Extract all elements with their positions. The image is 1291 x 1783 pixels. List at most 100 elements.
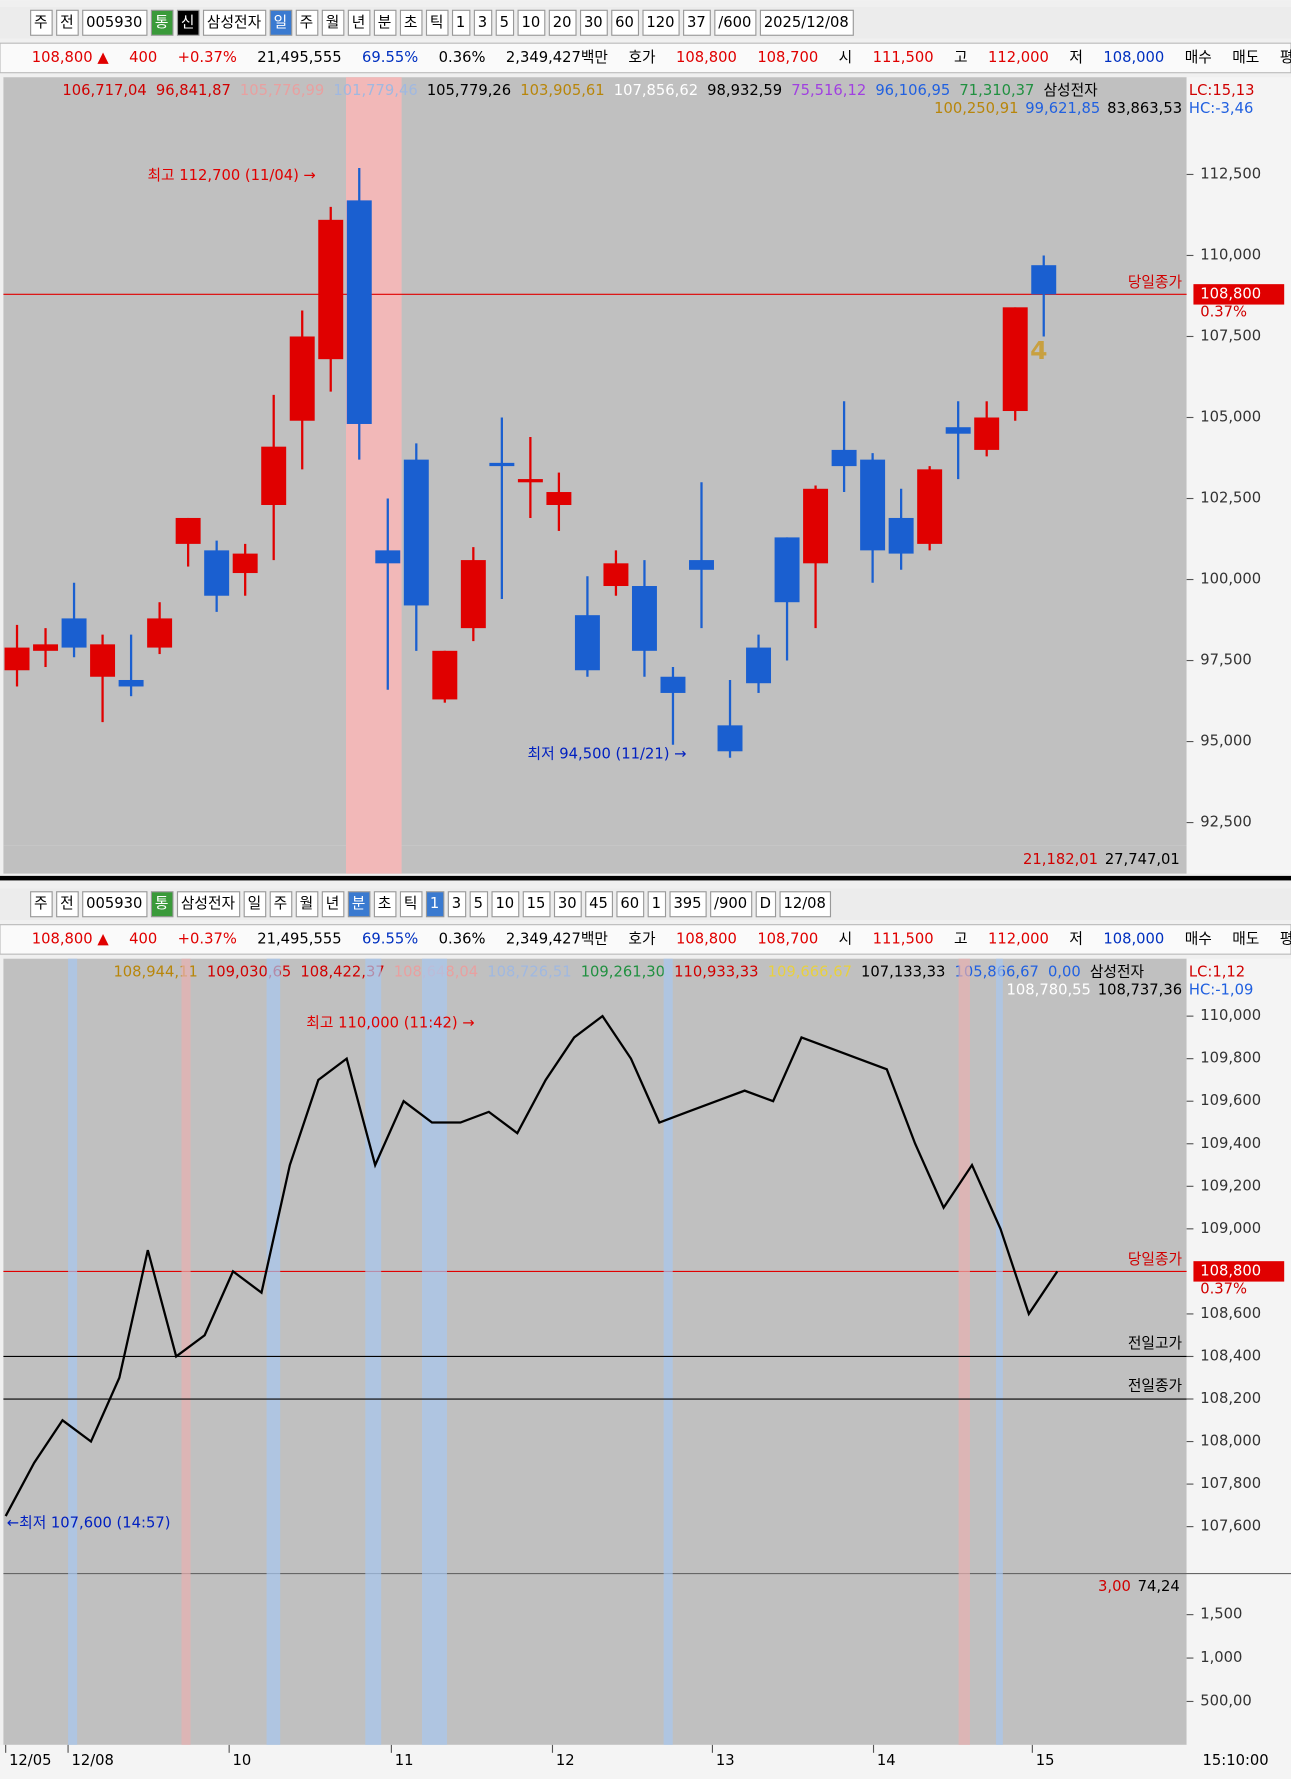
toolbar-label[interactable]: 30	[558, 895, 577, 912]
toolbar-label[interactable]: 통	[155, 14, 169, 31]
toolbar-label[interactable]: 분	[378, 14, 392, 31]
toolbar-label[interactable]: 통	[155, 895, 169, 912]
toolbar-label[interactable]: 15	[527, 895, 546, 912]
toolbar-label[interactable]: 1	[652, 895, 661, 912]
toolbar-label[interactable]: 45	[589, 895, 608, 912]
toolbar-button[interactable]	[522, 891, 551, 918]
toolbar-label[interactable]: 월	[300, 895, 314, 912]
toolbar-button[interactable]	[611, 9, 640, 36]
toolbar-button[interactable]	[425, 9, 449, 36]
toolbar-label[interactable]: 년	[352, 14, 366, 31]
value-text: 108,737,36	[1098, 981, 1182, 998]
toolbar-button[interactable]	[56, 9, 79, 36]
toolbar-label[interactable]: 1	[430, 895, 439, 912]
toolbar-button[interactable]	[399, 891, 423, 918]
toolbar-button[interactable]	[176, 891, 241, 918]
toolbar-button[interactable]	[669, 891, 707, 918]
toolbar-label[interactable]: 30	[584, 14, 603, 31]
toolbar-button[interactable]	[202, 9, 267, 36]
toolbar-button[interactable]	[755, 891, 777, 918]
toolbar-label[interactable]: 틱	[404, 895, 418, 912]
toolbar-label[interactable]: 10	[521, 14, 540, 31]
toolbar-label[interactable]: 전	[60, 895, 74, 912]
toolbar-button[interactable]	[373, 9, 397, 36]
toolbar-label[interactable]: /600	[718, 14, 751, 31]
toolbar-button[interactable]	[30, 891, 53, 918]
toolbar-button[interactable]	[347, 9, 371, 36]
toolbar-button[interactable]	[710, 891, 753, 918]
toolbar-label[interactable]: /900	[714, 895, 747, 912]
toolbar-label[interactable]: 3	[452, 895, 461, 912]
toolbar-label[interactable]: 일	[248, 895, 262, 912]
toolbar-label[interactable]: 12/08	[783, 895, 825, 912]
toolbar-button[interactable]	[321, 9, 345, 36]
toolbar-button[interactable]	[585, 891, 613, 918]
toolbar-button[interactable]	[491, 891, 520, 918]
toolbar-button[interactable]	[295, 9, 319, 36]
toolbar-button[interactable]	[82, 9, 148, 36]
toolbar-label[interactable]: 주	[34, 895, 48, 912]
toolbar-label[interactable]: 5	[500, 14, 509, 31]
toolbar-label[interactable]: 분	[352, 895, 366, 912]
toolbar-label[interactable]: 초	[404, 14, 418, 31]
toolbar-label[interactable]: 주	[34, 14, 48, 31]
toolbar-label[interactable]: 2025/12/08	[764, 14, 849, 31]
toolbar-button[interactable]	[82, 891, 148, 918]
toolbar-label[interactable]: 주	[274, 895, 288, 912]
toolbar-label[interactable]: 일	[274, 14, 288, 31]
toolbar-label[interactable]: 삼성전자	[181, 895, 236, 912]
info-bar	[0, 42, 1291, 74]
toolbar-label[interactable]: 월	[326, 14, 340, 31]
toolbar-button[interactable]	[30, 9, 53, 36]
toolbar-button[interactable]	[579, 9, 608, 36]
toolbar-label[interactable]: 005930	[86, 895, 142, 912]
toolbar-label[interactable]: 1	[456, 14, 465, 31]
toolbar-label[interactable]: 60	[615, 14, 634, 31]
toolbar-button[interactable]	[176, 9, 200, 36]
toolbar-button[interactable]	[243, 891, 267, 918]
toolbar-button[interactable]	[269, 9, 293, 36]
toolbar-label[interactable]: 주	[300, 14, 314, 31]
toolbar-label[interactable]: 년	[326, 895, 340, 912]
toolbar-button[interactable]	[295, 891, 319, 918]
toolbar-label[interactable]: 10	[495, 895, 514, 912]
toolbar-button[interactable]	[779, 891, 832, 918]
toolbar-button[interactable]	[759, 9, 854, 36]
toolbar-button[interactable]	[269, 891, 293, 918]
toolbar-button[interactable]	[56, 891, 79, 918]
toolbar-label[interactable]: 5	[474, 895, 483, 912]
toolbar-label[interactable]: 틱	[430, 14, 444, 31]
toolbar-button[interactable]	[399, 9, 423, 36]
toolbar-label[interactable]: 초	[378, 895, 392, 912]
toolbar-label[interactable]: 전	[60, 14, 74, 31]
toolbar-label[interactable]: 37	[687, 14, 706, 31]
toolbar-label[interactable]: 3	[478, 14, 487, 31]
toolbar-button[interactable]	[373, 891, 397, 918]
toolbar-button[interactable]	[447, 891, 467, 918]
toolbar-button[interactable]	[473, 9, 493, 36]
toolbar-button[interactable]	[616, 891, 645, 918]
toolbar-button[interactable]	[150, 891, 174, 918]
toolbar-button[interactable]	[321, 891, 345, 918]
toolbar-button[interactable]	[425, 891, 445, 918]
toolbar-button[interactable]	[683, 9, 711, 36]
toolbar-button[interactable]	[150, 9, 174, 36]
toolbar-label[interactable]: 20	[553, 14, 572, 31]
toolbar-label[interactable]: 신	[181, 14, 195, 31]
toolbar-button[interactable]	[469, 891, 489, 918]
toolbar-label[interactable]: 395	[673, 895, 701, 912]
toolbar-button[interactable]	[642, 9, 680, 36]
toolbar-button[interactable]	[714, 9, 757, 36]
toolbar-button[interactable]	[517, 9, 546, 36]
toolbar-button[interactable]	[347, 891, 371, 918]
toolbar-button[interactable]	[553, 891, 582, 918]
toolbar-button[interactable]	[647, 891, 667, 918]
toolbar-label[interactable]: 60	[620, 895, 639, 912]
toolbar-button[interactable]	[548, 9, 577, 36]
toolbar-button[interactable]	[451, 9, 471, 36]
toolbar-label[interactable]: 005930	[86, 14, 142, 31]
toolbar-button[interactable]	[495, 9, 515, 36]
toolbar-label[interactable]: 120	[646, 14, 674, 31]
toolbar-label[interactable]: 삼성전자	[207, 14, 262, 31]
toolbar-label[interactable]: D	[760, 895, 771, 912]
